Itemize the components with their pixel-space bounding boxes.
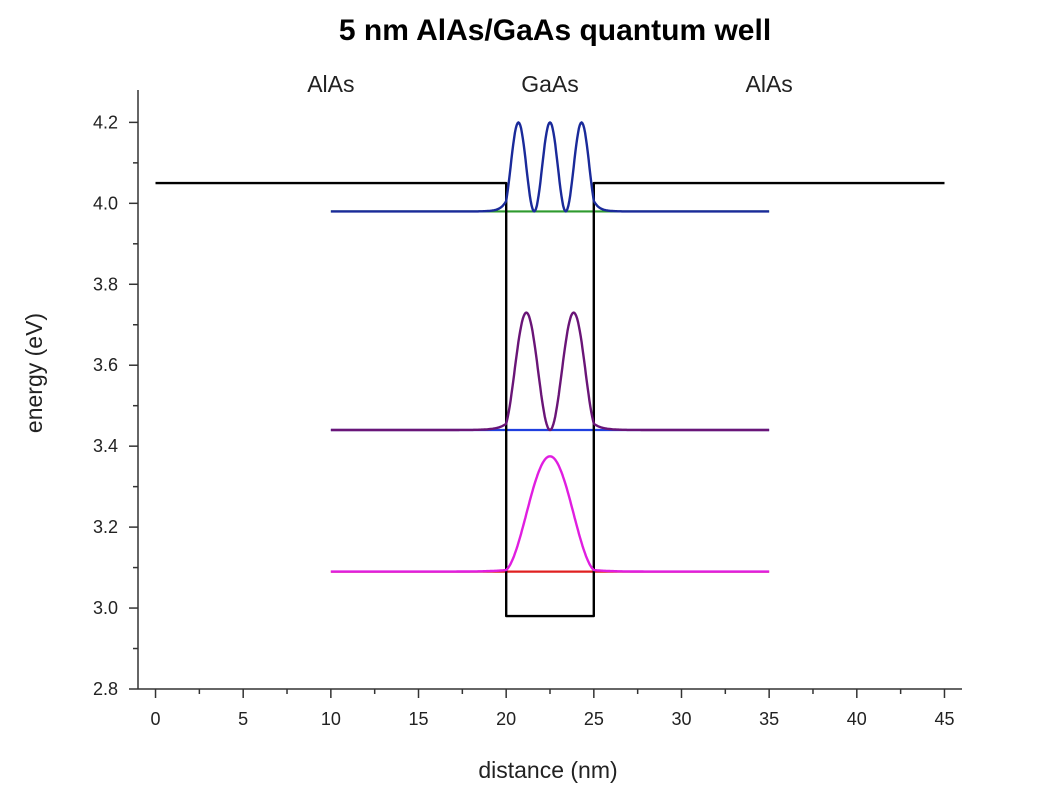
y-tick-label: 3.2 [93,517,118,537]
chart-title: 5 nm AlAs/GaAs quantum well [339,14,771,47]
y-tick-label: 3.8 [93,274,118,294]
x-tick-label: 20 [496,709,516,729]
x-tick-label: 45 [934,709,954,729]
wavefunction-curve [330,455,770,573]
region-label: GaAs [521,71,579,97]
y-tick-label: 4.0 [93,193,118,213]
y-tick-label: 4.2 [93,112,118,132]
x-tick-label: 25 [584,709,604,729]
region-label: AlAs [746,71,793,97]
wavefunction-curve [330,311,770,432]
y-ticks: 2.8 3.0 3.2 3.4 3.6 3.8 4.0 4.2 [93,112,138,699]
region-label: AlAs [307,71,354,97]
axes: 2.8 3.0 3.2 3.4 3.6 3.8 4.0 4.2 0 5 10 15 20 25 30 35 4… [93,90,962,729]
x-ticks: 0 5 10 15 20 25 30 35 40 45 [151,689,954,729]
wavefunction-curve [330,121,770,213]
y-tick-label: 2.8 [93,679,118,699]
y-tick-label: 3.6 [93,355,118,375]
y-tick-label: 3.4 [93,436,118,456]
x-tick-label: 10 [321,709,341,729]
plot-layer [155,121,945,618]
x-tick-label: 5 [238,709,248,729]
potential-profile [155,181,945,618]
x-tick-label: 15 [408,709,428,729]
x-tick-label: 40 [847,709,867,729]
region-labels: AlAs GaAs AlAs [307,71,793,97]
x-axis-label: distance (nm) [478,757,617,783]
x-tick-label: 30 [671,709,691,729]
y-tick-label: 3.0 [93,598,118,618]
x-tick-label: 35 [759,709,779,729]
x-tick-label: 0 [151,709,161,729]
y-axis-label: energy (eV) [21,313,47,433]
